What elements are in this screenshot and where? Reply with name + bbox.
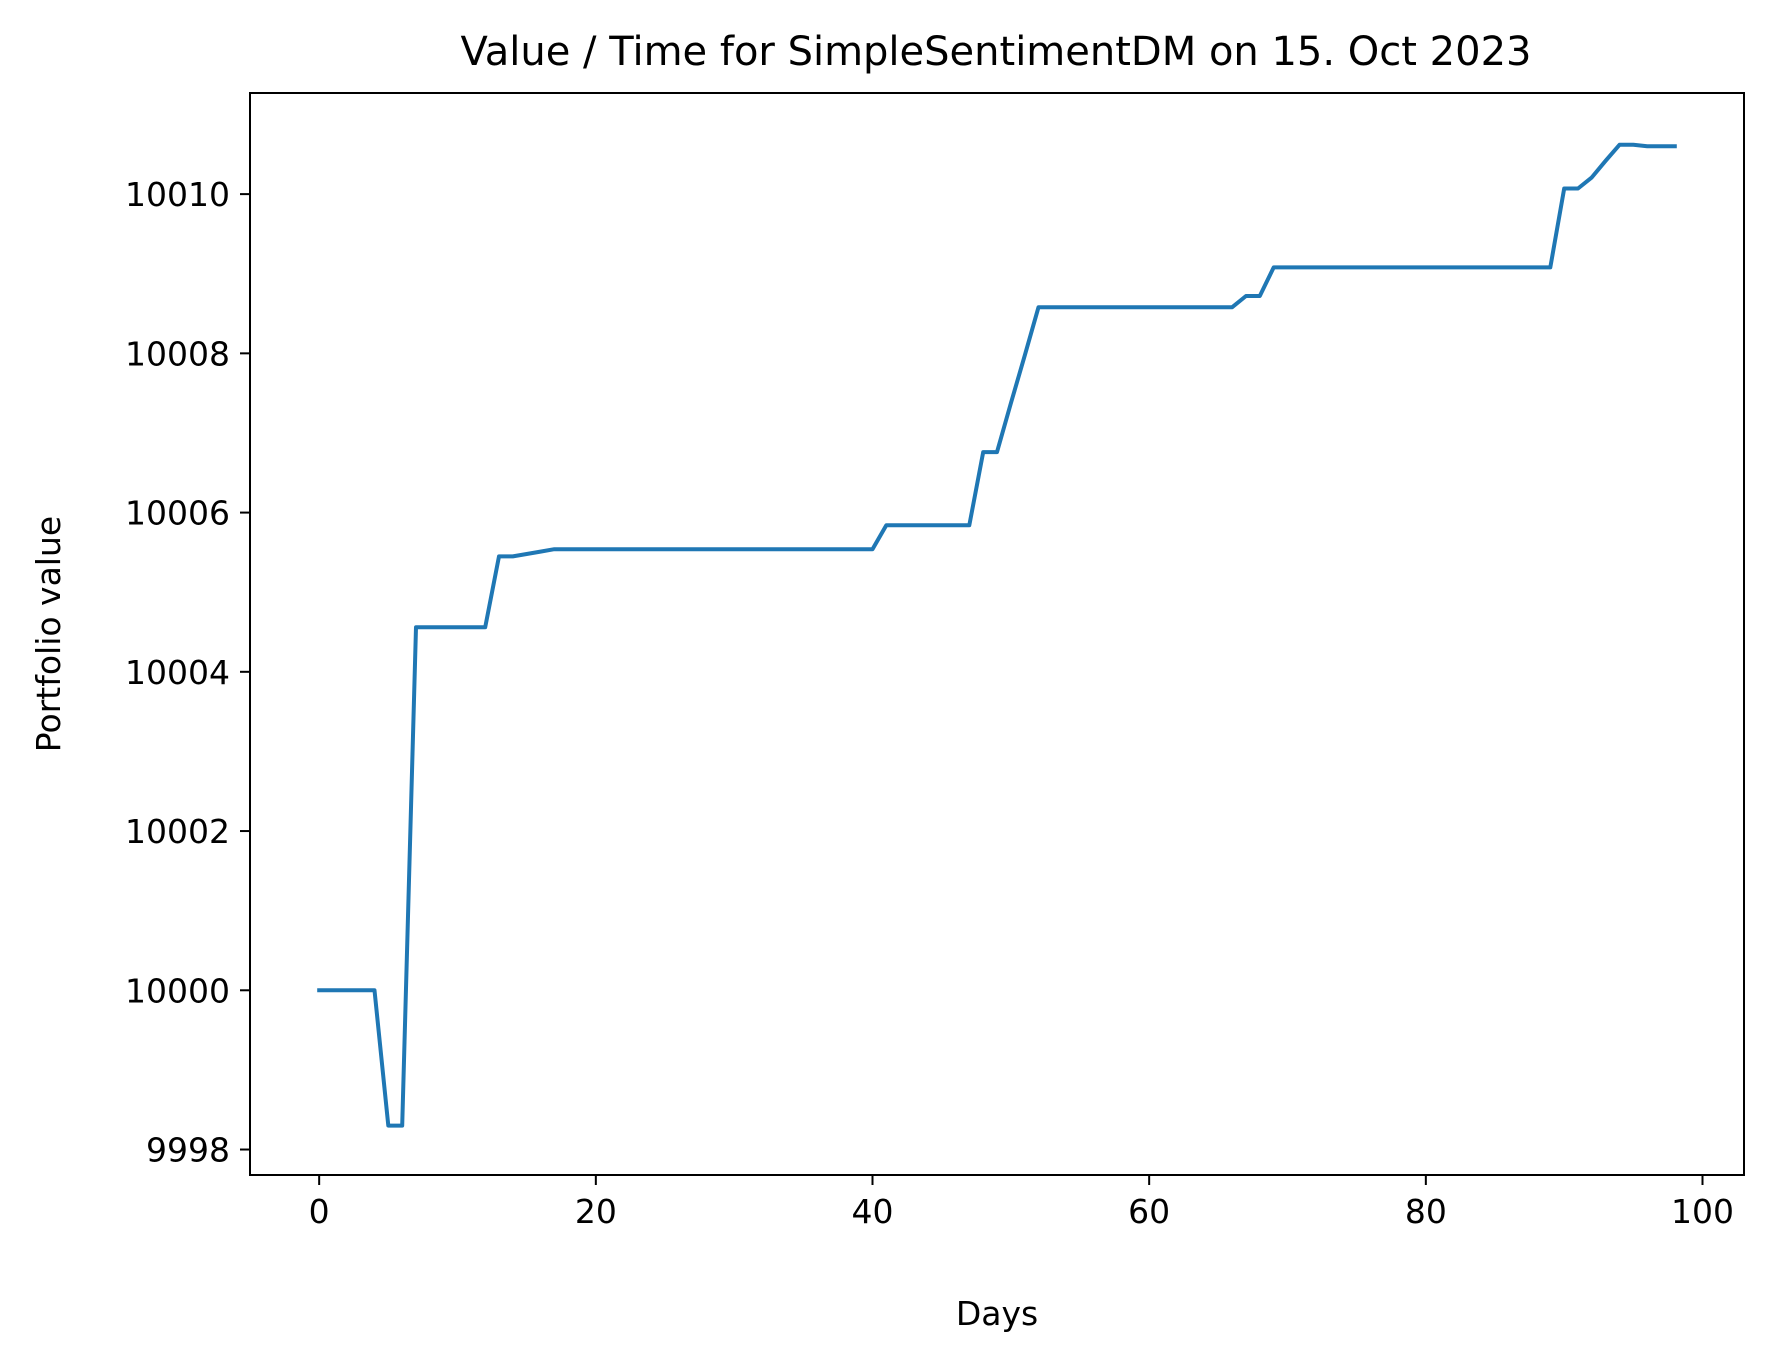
x-axis-label: Days xyxy=(956,1294,1038,1333)
y-axis-ticks: 9998 10000 10002 10004 10006 10008 10010 xyxy=(125,175,250,1170)
x-tick-label: 60 xyxy=(1128,1192,1170,1231)
portfolio-value-line xyxy=(317,142,1677,1128)
plot-area xyxy=(250,93,1744,1175)
y-tick-label: 10004 xyxy=(125,653,230,692)
axes-frame xyxy=(249,92,1745,1176)
x-tick-label: 0 xyxy=(309,1192,330,1231)
x-tick-label: 100 xyxy=(1671,1192,1734,1231)
y-tick-label: 10000 xyxy=(125,971,230,1010)
y-axis-label: Portfolio value xyxy=(29,516,68,752)
y-tick-label: 9998 xyxy=(146,1131,230,1170)
x-tick-label: 80 xyxy=(1405,1192,1447,1231)
chart-title: Value / Time for SimpleSentimentDM on 15… xyxy=(461,29,1532,75)
x-axis-ticks: 0 20 40 60 80 100 xyxy=(309,1175,1734,1231)
x-tick-label: 20 xyxy=(575,1192,617,1231)
y-tick-label: 10010 xyxy=(125,175,230,214)
y-tick-label: 10006 xyxy=(125,494,230,533)
x-tick-label: 40 xyxy=(852,1192,894,1231)
y-tick-label: 10008 xyxy=(125,334,230,373)
y-tick-label: 10002 xyxy=(125,812,230,851)
